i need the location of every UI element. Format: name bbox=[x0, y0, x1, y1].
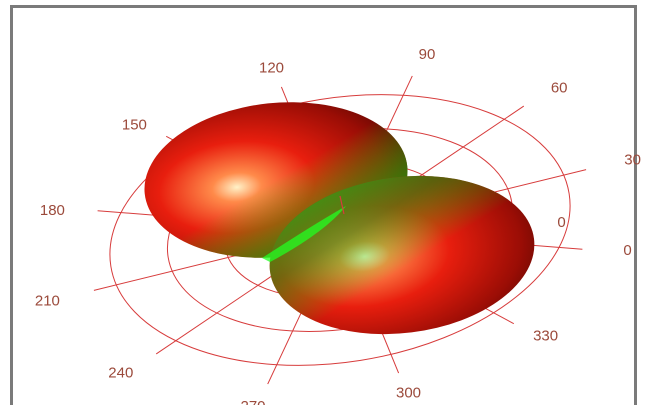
lobed-surface bbox=[144, 102, 535, 335]
angle-tick-label-60: 60 bbox=[551, 80, 568, 97]
radial-ring-4 bbox=[109, 94, 571, 366]
angle-tick-label-120: 120 bbox=[259, 59, 284, 76]
angle-tick-label-330: 330 bbox=[533, 328, 558, 345]
center-axis-stub bbox=[339, 195, 345, 215]
angle-tick-label-150: 150 bbox=[122, 117, 147, 134]
angle-tick-label-90: 90 bbox=[419, 46, 436, 63]
angle-tick-label-30: 30 bbox=[624, 151, 641, 168]
lobe-seam bbox=[262, 206, 346, 262]
angle-tick-label-210: 210 bbox=[35, 293, 60, 310]
angle-tick-label-0: 0 bbox=[623, 242, 631, 259]
angle-tick-label-300: 300 bbox=[396, 385, 421, 402]
angle-tick-label-180: 180 bbox=[40, 202, 65, 219]
radial-tick-label-0: 0 bbox=[557, 214, 565, 231]
angle-tick-label-270: 270 bbox=[240, 398, 265, 405]
tick-labels: 0 30 60 90 120 150 180 210 240 270 300 330 0 bbox=[35, 46, 641, 405]
angle-tick-label-240: 240 bbox=[108, 365, 133, 382]
